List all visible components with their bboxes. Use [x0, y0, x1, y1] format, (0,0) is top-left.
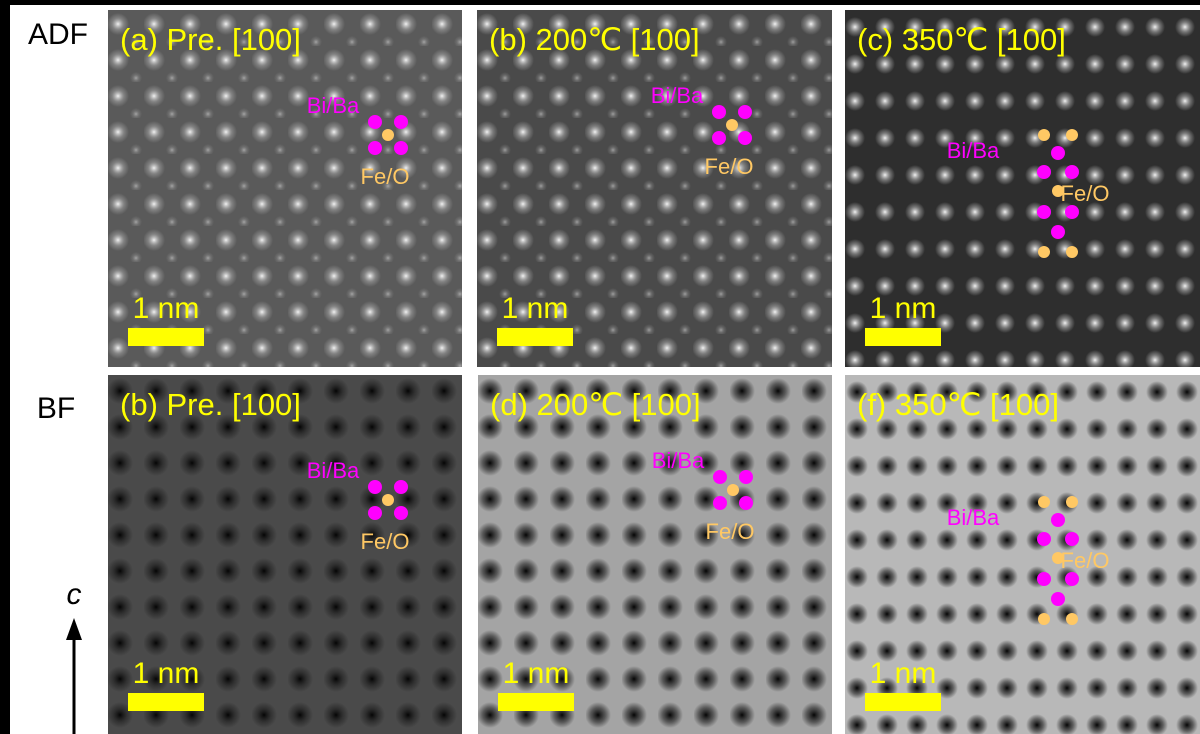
site-b-marker — [1038, 496, 1050, 508]
atomic-lattice — [845, 375, 1200, 734]
site-a-marker — [738, 105, 752, 119]
site-b-marker — [726, 119, 738, 131]
site-a-marker — [712, 105, 726, 119]
panel-title: (d) 200℃ [100] — [490, 387, 701, 422]
site-a-marker — [1051, 146, 1065, 160]
scale-bar-label: 1 nm — [870, 292, 937, 325]
site-b-marker — [1052, 552, 1064, 564]
left-border — [0, 0, 10, 734]
scale-bar-label: 1 nm — [870, 657, 937, 690]
site-b-marker — [382, 494, 394, 506]
site-b-marker — [1038, 246, 1050, 258]
site-b-marker — [1066, 129, 1078, 141]
row-label: ADF — [28, 18, 88, 51]
site-b-label: Fe/O — [706, 519, 755, 544]
site-a-marker — [1051, 225, 1065, 239]
top-border — [0, 0, 1200, 5]
site-a-marker — [739, 470, 753, 484]
scale-bar-label: 1 nm — [503, 657, 570, 690]
site-a-label: Bi/Ba — [652, 448, 705, 473]
site-b-marker — [1066, 613, 1078, 625]
micrograph-panel: (c) 350℃ [100] Bi/Ba Fe/O 1 nm — [845, 10, 1200, 367]
atomic-lattice — [477, 10, 832, 367]
site-b-label: Fe/O — [361, 529, 410, 554]
micrograph-panel: (b) 200℃ [100] Bi/Ba Fe/O 1 nm — [477, 10, 832, 367]
atomic-lattice — [108, 375, 462, 734]
panel-title: (b) Pre. [100] — [120, 387, 301, 422]
site-a-marker — [368, 480, 382, 494]
micrograph-panel: (b) Pre. [100] Bi/Ba Fe/O 1 nm — [108, 375, 462, 734]
site-a-marker — [368, 506, 382, 520]
axis-label: c — [67, 578, 82, 611]
site-a-marker — [1037, 165, 1051, 179]
site-b-label: Fe/O — [1061, 548, 1110, 573]
site-a-marker — [1065, 205, 1079, 219]
site-a-marker — [1037, 532, 1051, 546]
micrograph-panel: (f) 350℃ [100] Bi/Ba Fe/O 1 nm — [845, 375, 1200, 734]
site-b-marker — [382, 129, 394, 141]
site-a-label: Bi/Ba — [307, 93, 360, 118]
site-b-marker — [1038, 613, 1050, 625]
scale-bar — [498, 693, 574, 711]
scale-bar — [497, 328, 573, 346]
micrograph-panel: (d) 200℃ [100] Bi/Ba Fe/O 1 nm — [478, 375, 832, 734]
site-b-label: Fe/O — [1061, 181, 1110, 206]
site-b-marker — [1066, 246, 1078, 258]
scale-bar — [128, 328, 204, 346]
site-a-marker — [1065, 572, 1079, 586]
micrograph-panel: (a) Pre. [100] Bi/Ba Fe/O 1 nm — [108, 10, 462, 367]
site-b-marker — [1066, 496, 1078, 508]
site-a-marker — [368, 115, 382, 129]
atomic-lattice — [478, 375, 832, 734]
site-a-marker — [739, 496, 753, 510]
site-a-marker — [712, 131, 726, 145]
axis-arrowhead — [66, 618, 82, 640]
scale-bar-label: 1 nm — [133, 657, 200, 690]
atomic-lattice — [108, 10, 462, 367]
site-a-marker — [1051, 592, 1065, 606]
site-a-label: Bi/Ba — [947, 505, 1000, 530]
panel-title: (c) 350℃ [100] — [857, 22, 1066, 57]
scale-bar — [128, 693, 204, 711]
atomic-lattice — [845, 10, 1200, 367]
site-a-marker — [738, 131, 752, 145]
scale-bar-label: 1 nm — [133, 292, 200, 325]
site-a-label: Bi/Ba — [307, 458, 360, 483]
site-b-marker — [1038, 129, 1050, 141]
site-a-label: Bi/Ba — [947, 138, 1000, 163]
site-a-marker — [1065, 532, 1079, 546]
site-a-marker — [1051, 513, 1065, 527]
site-a-marker — [713, 496, 727, 510]
site-b-marker — [1052, 185, 1064, 197]
site-a-marker — [713, 470, 727, 484]
scale-bar-label: 1 nm — [502, 292, 569, 325]
site-a-marker — [394, 141, 408, 155]
site-b-label: Fe/O — [705, 154, 754, 179]
site-b-marker — [727, 484, 739, 496]
panel-title: (f) 350℃ [100] — [857, 387, 1059, 422]
site-a-marker — [394, 480, 408, 494]
site-b-label: Fe/O — [361, 164, 410, 189]
site-a-marker — [1037, 205, 1051, 219]
site-a-marker — [394, 506, 408, 520]
site-a-label: Bi/Ba — [651, 83, 704, 108]
row-label: BF — [37, 392, 75, 425]
scale-bar — [865, 328, 941, 346]
site-a-marker — [1037, 572, 1051, 586]
panel-title: (b) 200℃ [100] — [489, 22, 700, 57]
site-a-marker — [394, 115, 408, 129]
site-a-marker — [368, 141, 382, 155]
scale-bar — [865, 693, 941, 711]
panel-title: (a) Pre. [100] — [120, 22, 301, 57]
site-a-marker — [1065, 165, 1079, 179]
